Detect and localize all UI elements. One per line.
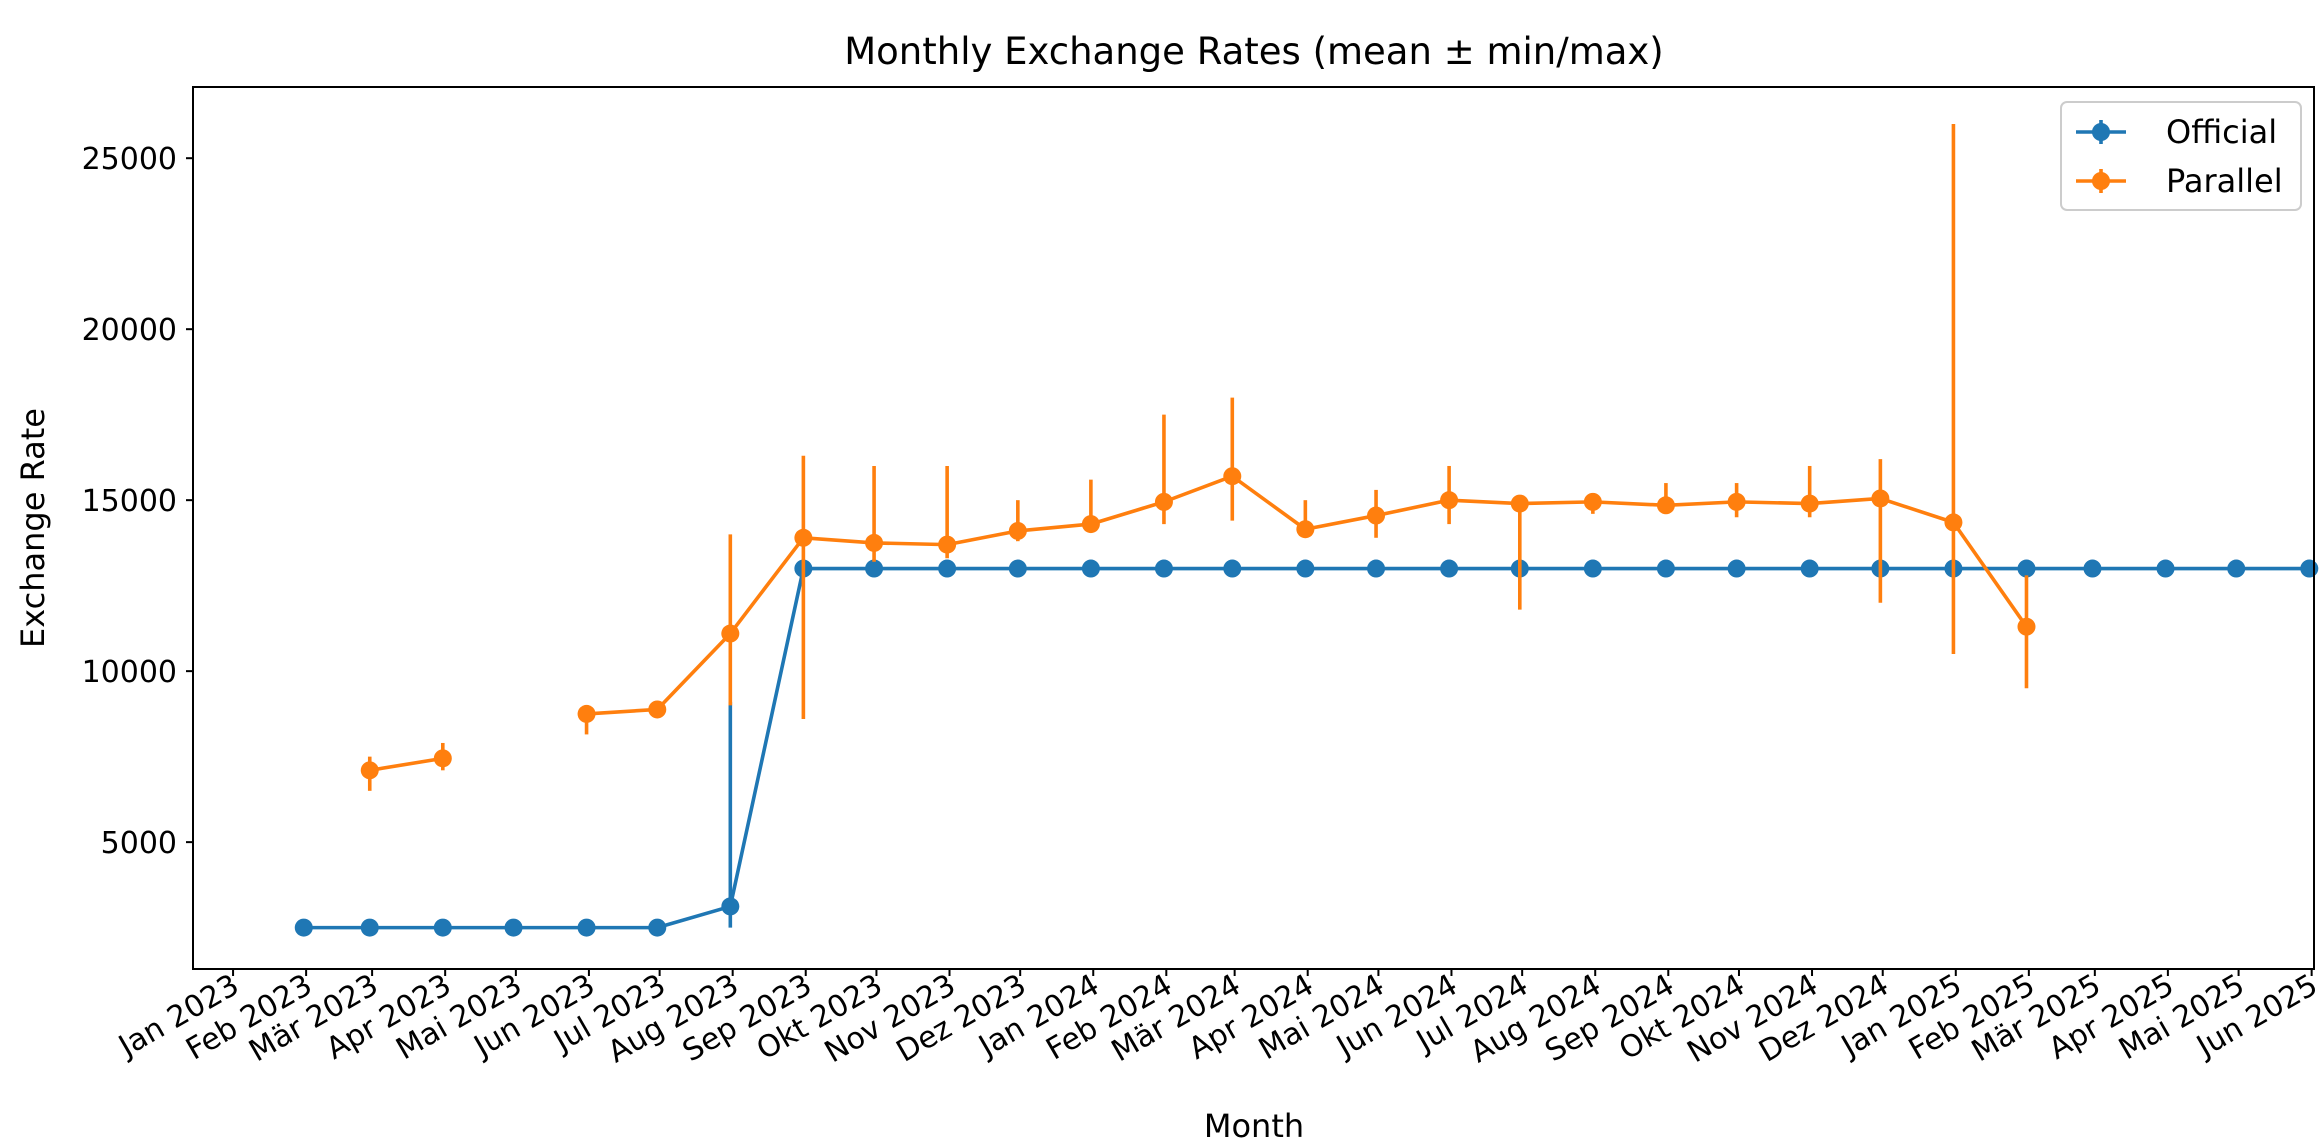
data-point-parallel	[433, 749, 452, 768]
data-point-official	[2227, 559, 2246, 578]
data-point-official	[2300, 559, 2319, 578]
data-point-official	[1081, 559, 1100, 578]
series-parallel	[360, 124, 2036, 791]
data-point-official	[648, 918, 667, 937]
data-point-parallel	[1008, 521, 1027, 540]
data-point-parallel	[1081, 515, 1100, 534]
data-point-parallel	[1727, 492, 1746, 511]
data-point-parallel	[2017, 617, 2036, 636]
data-point-parallel	[1223, 467, 1242, 486]
data-point-official	[1440, 559, 1459, 578]
data-point-parallel	[1296, 520, 1315, 539]
data-point-parallel	[648, 700, 667, 719]
legend-official-label: Official	[2166, 113, 2277, 151]
data-point-official	[2083, 559, 2102, 578]
axes-frame	[192, 86, 2315, 970]
legend-box	[2060, 101, 2302, 211]
data-point-parallel	[1871, 489, 1890, 508]
y-tick-label: 10000	[82, 655, 177, 690]
data-point-official	[1223, 559, 1242, 578]
y-tick-label: 20000	[82, 313, 177, 348]
data-point-official	[1296, 559, 1315, 578]
data-point-parallel	[794, 528, 813, 547]
y-tick-label: 25000	[82, 142, 177, 177]
plot-area	[294, 124, 2319, 937]
data-point-official	[865, 559, 884, 578]
data-point-official	[1656, 559, 1675, 578]
y-tick-label: 5000	[101, 826, 177, 861]
data-point-official	[433, 918, 452, 937]
legend: Official Parallel	[2060, 101, 2302, 211]
data-point-official	[1583, 559, 1602, 578]
data-point-official	[2017, 559, 2036, 578]
data-point-official	[294, 918, 313, 937]
series-official	[294, 559, 2319, 937]
data-point-parallel	[1583, 492, 1602, 511]
data-point-official	[1154, 559, 1173, 578]
data-point-parallel	[1154, 492, 1173, 511]
data-point-official	[1367, 559, 1386, 578]
legend-official-marker	[2092, 123, 2110, 141]
legend-parallel-marker	[2092, 172, 2110, 190]
legend-parallel-label: Parallel	[2166, 162, 2283, 200]
y-axis-label: Exchange Rate	[14, 408, 52, 648]
data-point-parallel	[1944, 513, 1963, 532]
data-point-parallel	[1440, 491, 1459, 510]
data-point-parallel	[1510, 494, 1529, 513]
data-point-official	[360, 918, 379, 937]
data-point-parallel	[938, 535, 957, 554]
data-point-official	[577, 918, 596, 937]
data-point-parallel	[865, 533, 884, 552]
data-point-official	[1008, 559, 1027, 578]
x-axis-label: Month	[1204, 1107, 1304, 1141]
series-line-parallel	[369, 756, 444, 773]
data-point-parallel	[577, 704, 596, 723]
data-point-parallel	[1367, 506, 1386, 525]
data-point-official	[2156, 559, 2175, 578]
data-point-official	[1727, 559, 1746, 578]
data-point-official	[721, 897, 740, 916]
chart-title: Monthly Exchange Rates (mean ± min/max)	[844, 30, 1664, 73]
data-point-official	[1800, 559, 1819, 578]
data-point-parallel	[721, 624, 740, 643]
y-tick-label: 15000	[82, 484, 177, 519]
data-point-official	[938, 559, 957, 578]
data-point-official	[504, 918, 523, 937]
data-point-parallel	[1800, 494, 1819, 513]
data-point-parallel	[360, 761, 379, 780]
data-point-parallel	[1656, 496, 1675, 515]
